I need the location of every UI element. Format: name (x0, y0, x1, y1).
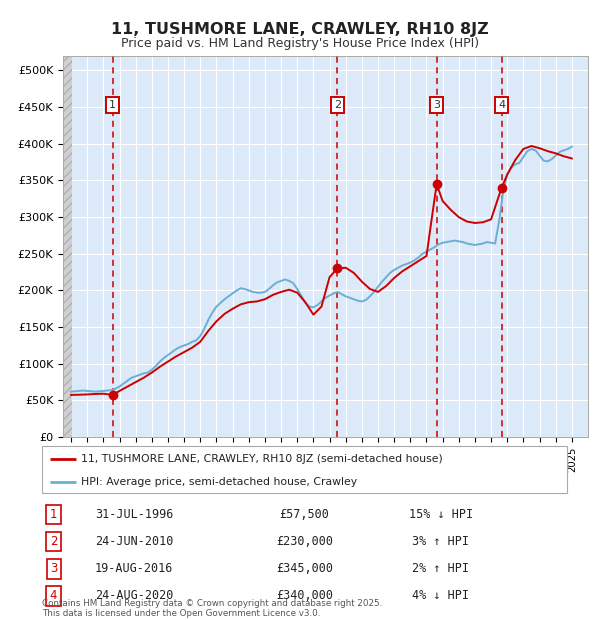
Text: 24-AUG-2020: 24-AUG-2020 (95, 590, 173, 602)
Text: 1: 1 (50, 508, 58, 521)
Text: 3% ↑ HPI: 3% ↑ HPI (413, 535, 470, 548)
Text: 4% ↓ HPI: 4% ↓ HPI (413, 590, 470, 602)
Text: 3: 3 (50, 562, 57, 575)
Text: 4: 4 (50, 590, 58, 602)
Text: £230,000: £230,000 (276, 535, 333, 548)
Text: 2: 2 (50, 535, 58, 548)
Text: 2: 2 (334, 100, 341, 110)
Text: 11, TUSHMORE LANE, CRAWLEY, RH10 8JZ: 11, TUSHMORE LANE, CRAWLEY, RH10 8JZ (111, 22, 489, 37)
Text: 4: 4 (498, 100, 505, 110)
Text: £57,500: £57,500 (280, 508, 329, 521)
Text: Price paid vs. HM Land Registry's House Price Index (HPI): Price paid vs. HM Land Registry's House … (121, 37, 479, 50)
Text: 31-JUL-1996: 31-JUL-1996 (95, 508, 173, 521)
Text: 1: 1 (109, 100, 116, 110)
Text: 11, TUSHMORE LANE, CRAWLEY, RH10 8JZ (semi-detached house): 11, TUSHMORE LANE, CRAWLEY, RH10 8JZ (se… (82, 454, 443, 464)
Text: 15% ↓ HPI: 15% ↓ HPI (409, 508, 473, 521)
Text: 19-AUG-2016: 19-AUG-2016 (95, 562, 173, 575)
FancyBboxPatch shape (42, 446, 567, 493)
Text: HPI: Average price, semi-detached house, Crawley: HPI: Average price, semi-detached house,… (82, 477, 358, 487)
Text: £340,000: £340,000 (276, 590, 333, 602)
Text: Contains HM Land Registry data © Crown copyright and database right 2025.
This d: Contains HM Land Registry data © Crown c… (42, 599, 382, 618)
Text: 3: 3 (433, 100, 440, 110)
Bar (63, 56, 72, 437)
Text: 24-JUN-2010: 24-JUN-2010 (95, 535, 173, 548)
Text: £345,000: £345,000 (276, 562, 333, 575)
Text: 2% ↑ HPI: 2% ↑ HPI (413, 562, 470, 575)
